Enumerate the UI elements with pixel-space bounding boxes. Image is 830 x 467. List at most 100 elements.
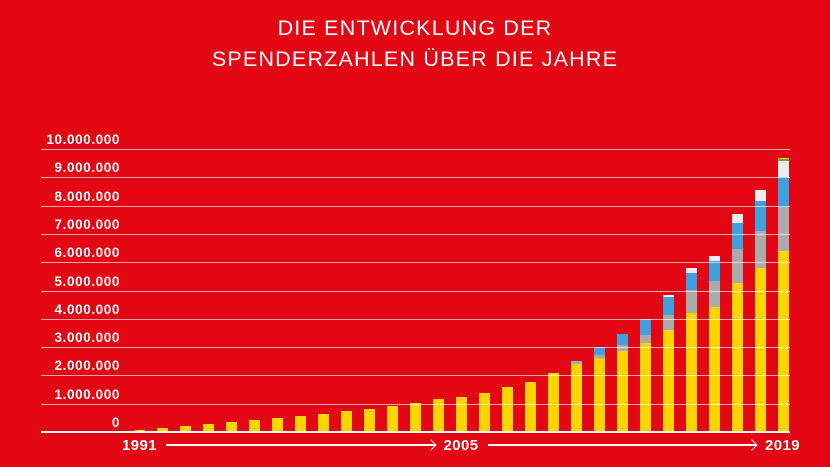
y-axis-tick-label: 3.000.000 (54, 330, 120, 346)
yellow-base-segment (686, 312, 697, 432)
y-axis-tick-label: 2.000.000 (54, 358, 120, 374)
yellow-base-segment (571, 364, 582, 432)
yellow-base-segment (548, 373, 559, 432)
white-segment (709, 255, 720, 261)
bar-1993 (180, 426, 191, 432)
yellow-base-segment (387, 405, 398, 432)
yellow-base-segment (364, 408, 375, 432)
white-segment (732, 213, 743, 223)
bar-2000 (341, 411, 352, 432)
bar-2019 (778, 158, 789, 432)
yellow-base-segment (594, 357, 605, 432)
yellow-base-segment (709, 307, 720, 432)
bar-1998 (295, 416, 306, 432)
white-segment (755, 189, 766, 202)
blue-segment (617, 334, 628, 345)
plot-area: 10.000.000 9.000.000 8.000.000 7.000.000 6.0… (41, 132, 790, 433)
gridline (41, 149, 790, 150)
green-segment (778, 158, 789, 161)
y-axis-tick-label: 10.000.000 (46, 132, 120, 147)
gray-segment (732, 249, 743, 283)
white-segment (663, 294, 674, 298)
gridline (41, 233, 790, 235)
white-segment (778, 160, 789, 178)
blue-segment (709, 260, 720, 282)
yellow-base-segment (157, 427, 168, 432)
bar-2008 (525, 381, 536, 432)
bar-2001 (364, 408, 375, 432)
bar-2005 (456, 397, 467, 432)
blue-segment (640, 318, 651, 335)
chart-title: DIE ENTWICKLUNG DER SPENDERZAHLEN ÜBER D… (0, 13, 830, 75)
right-arrow-icon (165, 444, 435, 446)
bar-2018 (755, 189, 766, 432)
y-axis-tick-label: 6.000.000 (54, 245, 120, 261)
gridline (41, 262, 790, 264)
blue-segment (732, 222, 743, 250)
yellow-base-segment (226, 422, 237, 432)
blue-segment (778, 177, 789, 208)
bar-2013 (640, 318, 651, 432)
bar-2006 (479, 392, 490, 432)
bar-1994 (203, 424, 214, 432)
bar-2012 (617, 334, 628, 432)
chart-title-line1: DIE ENTWICKLUNG DER (277, 16, 553, 40)
gray-segment (663, 314, 674, 330)
yellow-base-segment (295, 416, 306, 432)
bar-2011 (594, 346, 605, 432)
yellow-base-segment (456, 397, 467, 432)
gray-segment (640, 334, 651, 343)
bar-1995 (226, 422, 237, 432)
y-axis-tick-label: 9.000.000 (54, 160, 120, 176)
x-tick-2005: 2005 (443, 436, 479, 454)
yellow-base-segment (249, 420, 260, 432)
gridline (41, 290, 790, 292)
gridline (41, 318, 790, 320)
gridline (41, 375, 790, 377)
bar-2010 (571, 360, 582, 432)
bar-2009 (548, 373, 559, 432)
blue-segment (663, 297, 674, 315)
bar-1999 (318, 413, 329, 432)
x-axis-labels: 1991 2005 2019 (122, 435, 800, 455)
gray-segment (755, 231, 766, 268)
bar-2017 (732, 213, 743, 432)
gray-segment (778, 207, 789, 251)
bar-2007 (502, 387, 513, 432)
x-tick-2019: 2019 (765, 436, 801, 454)
gridline (41, 205, 790, 207)
white-segment (686, 267, 697, 273)
bar-1997 (272, 418, 283, 432)
y-axis-tick-label: 4.000.000 (54, 301, 120, 317)
bars-container (134, 149, 789, 432)
yellow-base-segment (640, 342, 651, 432)
bar-2003 (410, 403, 421, 432)
yellow-base-segment (502, 387, 513, 432)
bar-2004 (433, 399, 444, 432)
bar-2014 (663, 294, 674, 432)
yellow-base-segment (272, 418, 283, 432)
yellow-base-segment (663, 329, 674, 432)
yellow-base-segment (180, 426, 191, 432)
y-axis-tick-label: 8.000.000 (54, 188, 120, 204)
yellow-base-segment (732, 282, 743, 432)
yellow-top-segment (778, 158, 789, 159)
blue-segment (686, 272, 697, 290)
yellow-base-segment (617, 350, 628, 432)
x-tick-1991: 1991 (122, 436, 157, 454)
y-axis-tick-label: 5.000.000 (54, 273, 120, 289)
yellow-base-segment (318, 413, 329, 432)
gridline (41, 347, 790, 349)
gray-segment (686, 289, 697, 313)
yellow-base-segment (778, 250, 789, 432)
yellow-base-segment (341, 411, 352, 432)
right-arrow-icon (487, 444, 757, 446)
gridline (41, 177, 790, 179)
yellow-base-segment (479, 392, 490, 432)
gray-segment (571, 360, 582, 365)
chart-title-line2: SPENDERZAHLEN ÜBER DIE JAHRE (211, 47, 619, 71)
bar-2015 (686, 267, 697, 432)
gray-segment (594, 354, 605, 358)
bar-1992 (157, 427, 168, 432)
